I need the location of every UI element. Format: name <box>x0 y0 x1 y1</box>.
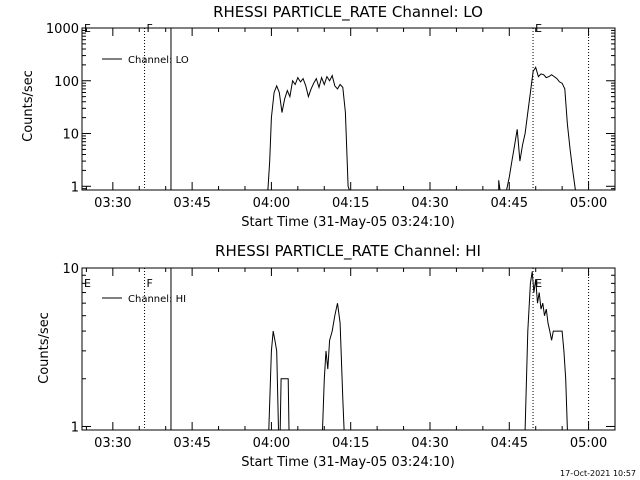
xlabel-lo: Start Time (31-May-05 03:24:10) <box>241 215 455 230</box>
x-tick-label: 04:15 <box>332 436 369 451</box>
legend-label-hi: Channel: HI <box>128 294 186 305</box>
ylabel-lo: Counts/sec <box>21 70 36 142</box>
series-line <box>279 378 290 431</box>
time-marker-label: F <box>147 277 153 290</box>
series-line <box>82 74 499 191</box>
x-tick-label: 04:30 <box>411 196 448 211</box>
y-tick-label: 10 <box>62 128 79 143</box>
footer-timestamp: 17-Oct-2021 10:57 <box>560 469 636 478</box>
legend-label-lo: Channel: LO <box>128 55 189 66</box>
y-tick-label: 1 <box>71 420 79 435</box>
x-tick-label: 03:30 <box>94 436 131 451</box>
title-lo: RHESSI PARTICLE_RATE Channel: LO <box>213 3 483 22</box>
x-tick-label: 04:00 <box>253 196 290 211</box>
time-marker-label: E <box>84 22 91 35</box>
series-line <box>268 331 279 431</box>
time-marker-label: F <box>147 22 153 35</box>
panel-hi: RHESSI PARTICLE_RATE Channel: HI Counts/… <box>37 242 616 470</box>
time-marker-label: E <box>535 277 542 290</box>
x-tick-label: 05:00 <box>570 436 607 451</box>
x-tick-label: 04:45 <box>491 196 528 211</box>
y-tick-label: 10 <box>62 262 79 277</box>
x-tick-label: 03:45 <box>173 196 210 211</box>
series-line <box>322 303 345 431</box>
y-tick-label: 100 <box>54 75 79 90</box>
x-tick-label: 04:30 <box>411 436 448 451</box>
ylabel-hi: Counts/sec <box>37 312 52 384</box>
series-line <box>524 271 568 431</box>
time-marker-label: E <box>535 22 542 35</box>
x-tick-label: 03:45 <box>173 436 210 451</box>
x-tick-label: 04:00 <box>253 436 290 451</box>
y-tick-label: 1 <box>71 180 79 195</box>
plot-frame <box>81 27 616 191</box>
x-tick-label: 04:45 <box>491 436 528 451</box>
title-hi: RHESSI PARTICLE_RATE Channel: HI <box>215 242 481 261</box>
time-marker-label: E <box>84 277 91 290</box>
panel-lo: RHESSI PARTICLE_RATE Channel: LO Counts/… <box>21 3 616 230</box>
plot-frame <box>81 267 616 431</box>
x-tick-label: 03:30 <box>94 196 131 211</box>
x-tick-label: 04:15 <box>332 196 369 211</box>
series-line <box>498 180 501 191</box>
xlabel-hi: Start Time (31-May-05 03:24:10) <box>241 455 455 470</box>
y-tick-label: 1000 <box>46 22 79 37</box>
x-tick-label: 05:00 <box>570 196 607 211</box>
series-line <box>506 66 576 191</box>
